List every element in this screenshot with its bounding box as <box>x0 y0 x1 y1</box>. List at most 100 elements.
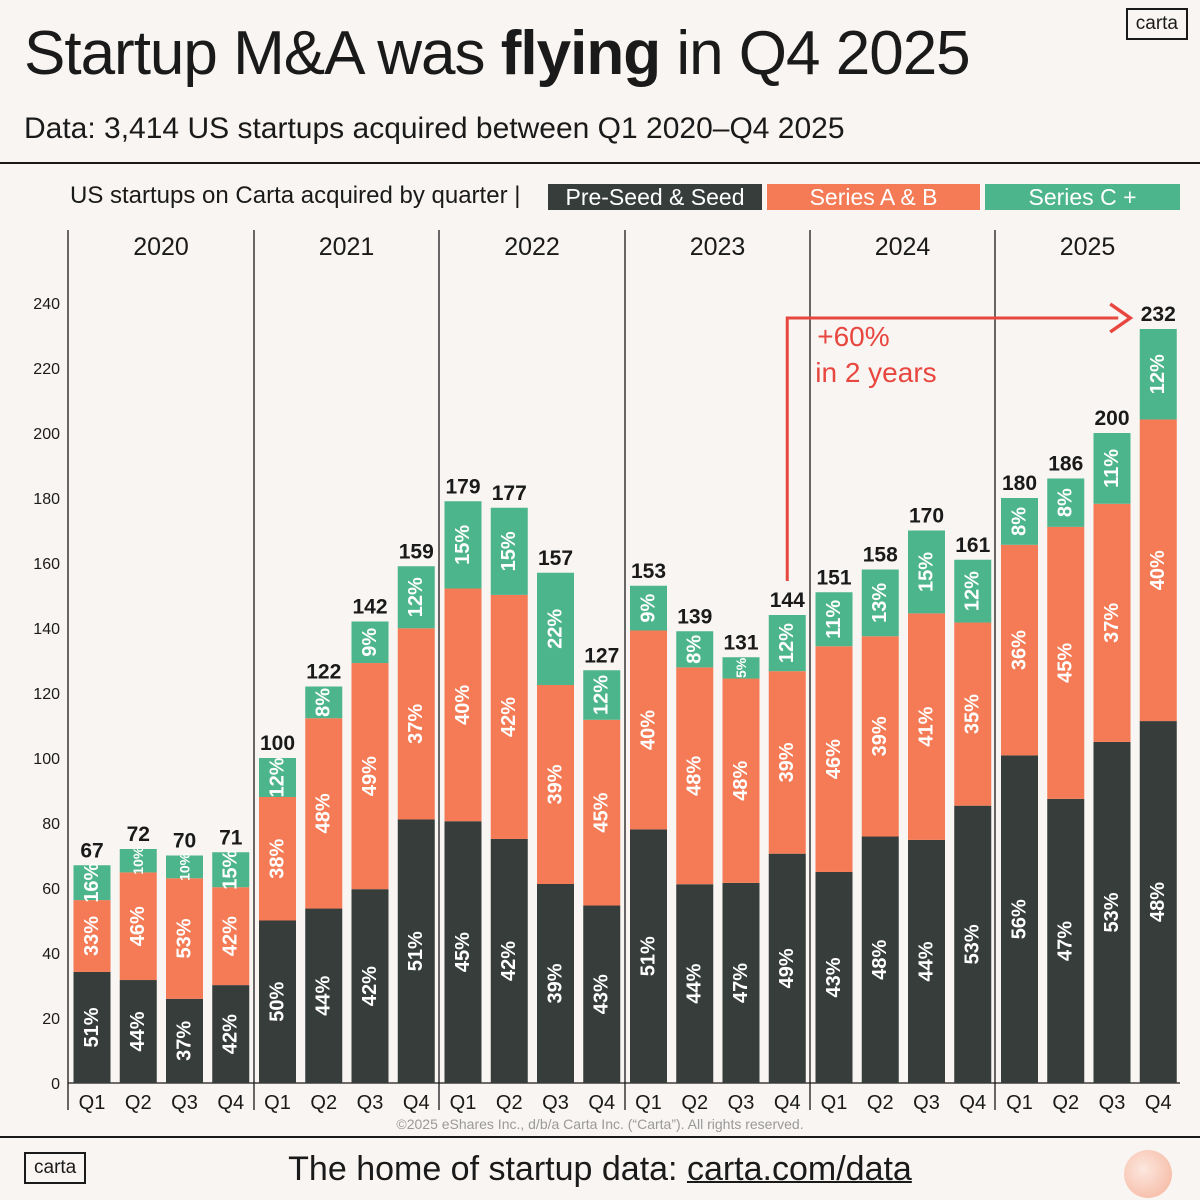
quarter-label: Q3 <box>1099 1092 1126 1114</box>
segment-pct-label: 48% <box>313 793 335 833</box>
bar-segment-series-a-b <box>1047 526 1085 799</box>
quarter-label: Q4 <box>403 1092 430 1114</box>
segment-pct-label: 48% <box>1147 882 1169 922</box>
segment-pct-label: 45% <box>1055 643 1077 683</box>
quarter-label: Q4 <box>217 1092 244 1114</box>
segment-pct-label: 8% <box>313 688 335 717</box>
bar-total-label: 70 <box>173 830 196 853</box>
segment-pct-label: 39% <box>869 716 891 756</box>
segment-pct-label: 49% <box>359 756 381 796</box>
segment-pct-label: 44% <box>684 963 706 1003</box>
bar-segment-series-c-plus <box>1001 498 1038 545</box>
segment-pct-label: 46% <box>823 739 845 779</box>
segment-pct-label: 8% <box>684 635 706 664</box>
bar-segment-pre-seed-seed <box>1047 798 1085 1083</box>
segment-pct-label: 9% <box>638 593 660 622</box>
segment-pct-label: 10% <box>177 852 193 881</box>
header-divider <box>0 162 1200 164</box>
segment-pct-label: 50% <box>267 982 289 1022</box>
quarter-label: Q2 <box>681 1092 708 1114</box>
y-tick-label: 240 <box>33 296 60 313</box>
legend-title: US startups on Carta acquired by quarter… <box>70 182 521 209</box>
bar-segment-pre-seed-seed <box>954 805 992 1083</box>
bar-segment-pre-seed-seed <box>537 884 574 1083</box>
quarter-label: Q1 <box>1006 1092 1033 1114</box>
bar-segment-series-c-plus <box>259 758 296 797</box>
bar-segment-series-a-b <box>166 878 203 999</box>
bar-total-label: 159 <box>399 540 434 563</box>
bar-segment-series-c-plus <box>1139 329 1177 420</box>
bar-segment-pre-seed-seed <box>1139 721 1177 1083</box>
segment-pct-label: 12% <box>591 675 613 715</box>
bar-segment-series-a-b <box>861 636 899 837</box>
bar-segment-series-c-plus <box>1093 433 1131 504</box>
segment-pct-label: 43% <box>591 974 613 1014</box>
bar-segment-series-c-plus <box>630 585 667 631</box>
segment-pct-label: 35% <box>962 694 984 734</box>
segment-pct-label: 10% <box>130 846 146 875</box>
segment-pct-label: 15% <box>452 525 474 565</box>
carta-logo[interactable]: carta <box>1125 8 1188 40</box>
bar-total-label: 72 <box>127 823 150 846</box>
bar-segment-series-a-b <box>212 887 250 986</box>
bar-segment-pre-seed-seed <box>166 998 203 1083</box>
bar-total-label: 157 <box>538 547 573 570</box>
y-tick-label: 60 <box>42 881 60 898</box>
y-tick-label: 20 <box>42 1011 60 1028</box>
segment-pct-label: 42% <box>498 697 520 737</box>
y-tick-label: 180 <box>33 491 60 508</box>
bar-total-label: 127 <box>584 644 619 667</box>
quarter-label: Q3 <box>728 1092 755 1114</box>
bar-total-label: 142 <box>352 596 387 619</box>
bar-segment-series-c-plus <box>305 686 343 719</box>
title-emphasis: flying <box>500 19 661 88</box>
quarter-label: Q1 <box>821 1092 848 1114</box>
segment-pct-label: 15% <box>220 850 242 890</box>
bar-segment-pre-seed-seed <box>73 971 111 1083</box>
segment-pct-label: 16% <box>81 862 103 902</box>
bar-segment-pre-seed-seed <box>583 905 621 1083</box>
bar-total-label: 151 <box>816 566 851 589</box>
segment-pct-label: 12% <box>776 623 798 663</box>
bar-total-label: 232 <box>1141 303 1176 326</box>
segment-pct-label: 37% <box>174 1021 196 1061</box>
quarter-label: Q3 <box>357 1092 384 1114</box>
segment-pct-label: 51% <box>81 1007 103 1047</box>
segment-pct-label: 44% <box>916 941 938 981</box>
segment-pct-label: 42% <box>498 941 520 981</box>
legend-item-pre-seed-seed: Pre-Seed & Seed <box>548 184 762 210</box>
segment-pct-label: 15% <box>498 531 520 571</box>
segment-pct-label: 40% <box>638 710 660 750</box>
segment-pct-label: 39% <box>545 764 567 804</box>
bar-segment-series-c-plus <box>954 559 992 623</box>
segment-pct-label: 39% <box>545 963 567 1003</box>
y-tick-label: 140 <box>33 621 60 638</box>
year-label: 2025 <box>1060 233 1116 261</box>
legend-item-series-a-b: Series A & B <box>767 184 980 210</box>
y-tick-label: 100 <box>33 751 60 768</box>
segment-pct-label: 47% <box>730 963 752 1003</box>
quarter-label: Q4 <box>588 1092 615 1114</box>
growth-annotation-text: in 2 years <box>815 357 936 388</box>
quarter-label: Q3 <box>542 1092 569 1114</box>
bar-segment-series-a-b <box>676 667 714 885</box>
bar-segment-pre-seed-seed <box>1093 741 1131 1083</box>
bar-segment-series-c-plus <box>908 530 945 614</box>
segment-pct-label: 53% <box>962 924 984 964</box>
carta-logo-footer[interactable]: carta <box>24 1152 87 1184</box>
bar-segment-pre-seed-seed <box>815 871 853 1083</box>
segment-pct-label: 12% <box>267 757 289 797</box>
year-label: 2020 <box>133 233 189 261</box>
bar-segment-series-a-b <box>444 588 482 822</box>
carta-data-link[interactable]: carta.com/data <box>686 1150 912 1188</box>
bar-segment-series-a-b <box>1093 503 1131 742</box>
bar-segment-series-c-plus <box>212 852 250 888</box>
bar-segment-series-a-b <box>537 685 574 885</box>
segment-pct-label: 11% <box>823 600 845 639</box>
bar-segment-series-c-plus <box>166 855 203 879</box>
bar-segment-series-a-b <box>768 671 806 854</box>
bar-total-label: 170 <box>909 505 944 528</box>
growth-arrow-line <box>785 316 1119 581</box>
bar-segment-series-c-plus <box>444 501 482 589</box>
bar-segment-pre-seed-seed <box>397 819 435 1083</box>
